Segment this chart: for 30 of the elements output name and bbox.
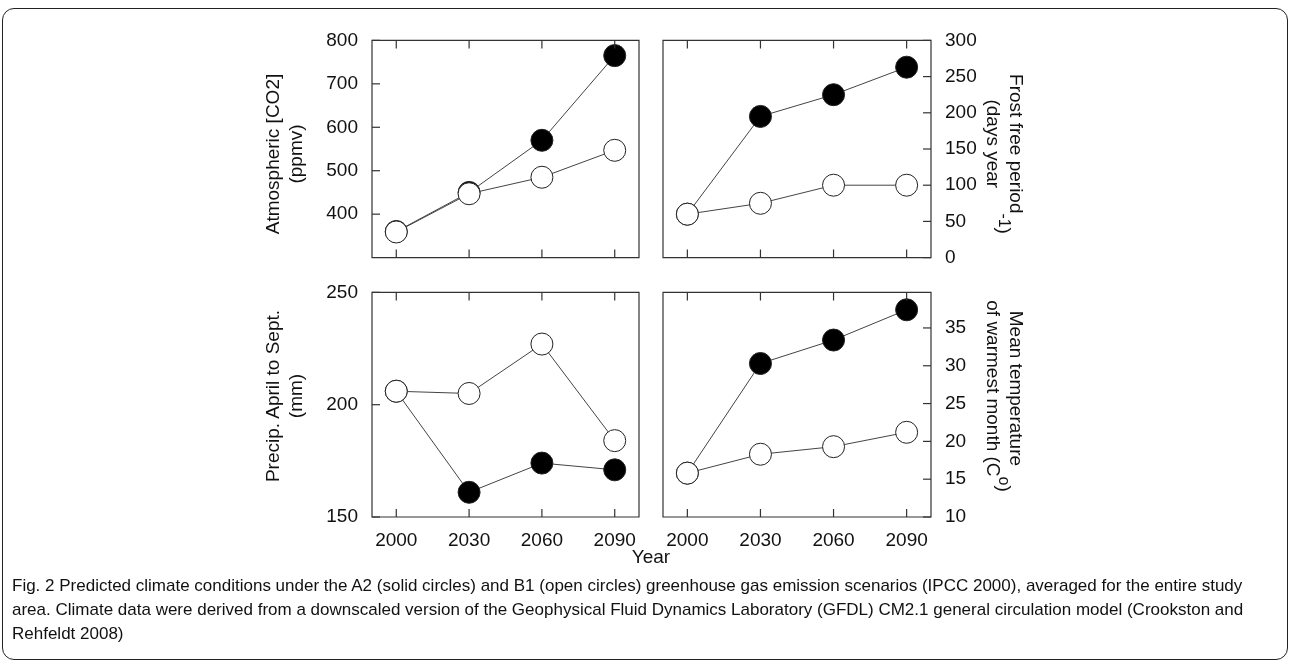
- y-tick-label: 250: [945, 64, 977, 86]
- y-tick-label: 50: [945, 209, 967, 231]
- x-tick-label: 2000: [375, 528, 418, 550]
- x-tick-label: 2060: [812, 528, 855, 550]
- y-tick-label: 30: [945, 353, 967, 375]
- y-tick-label: 150: [945, 137, 977, 159]
- y-tick-label: 400: [326, 202, 358, 224]
- y-tick-label: 300: [945, 28, 977, 50]
- y-tick-label: 200: [326, 392, 358, 414]
- x-tick-label: 2060: [520, 528, 564, 550]
- y-tick-label: 700: [326, 72, 358, 94]
- y-tick-label: 10: [945, 505, 967, 527]
- caption: Fig. 2 Predicted climate conditions under the A2 (solid circles) and B1 (open circles) greenhouse gas emission scenarios (IPCC 2000), averaged for the entire study area. Climate data were derived from a downscaled version of the Geophysical Fluid Dynamics Laboratory (GFDL) CM2.1 general circulation model (Crookston and Rehfeldt 2008): [12, 575, 1245, 645]
- y-tick-label: 600: [326, 115, 358, 137]
- y-tick-label: 25: [945, 391, 967, 413]
- y-tick-label: 20: [945, 429, 967, 451]
- y-tick-label: 250: [326, 280, 358, 302]
- y-axis-title: Precip. April to Sept. (mm): [261, 308, 307, 485]
- y-tick-label: 150: [326, 505, 358, 527]
- x-tick-label: 2030: [739, 528, 782, 550]
- y-tick-label: 35: [945, 316, 967, 338]
- x-tick-label: 2090: [885, 528, 928, 550]
- y-tick-label: 0: [945, 245, 956, 267]
- y-tick-label: 15: [945, 467, 967, 489]
- y-axis-title: Atmospheric [CO2] (ppmv): [261, 72, 307, 237]
- y-tick-label: 800: [326, 28, 358, 50]
- y-tick-label: 100: [945, 173, 977, 195]
- y-tick-label: 500: [326, 158, 358, 180]
- y-tick-label: 200: [945, 101, 977, 123]
- x-tick-label: 2030: [447, 528, 491, 550]
